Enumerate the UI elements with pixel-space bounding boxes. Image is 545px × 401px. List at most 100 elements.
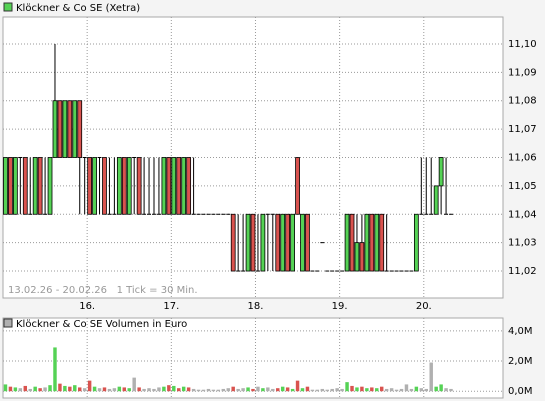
volume-bar — [221, 388, 226, 392]
candle-body — [354, 242, 360, 272]
volume-bar — [53, 347, 57, 392]
candle-body — [181, 157, 187, 215]
volume-bar — [226, 388, 230, 392]
volume-bar — [211, 389, 216, 392]
candle-body — [87, 157, 93, 215]
volume-bar — [300, 388, 305, 392]
volume-bar — [231, 386, 235, 392]
candle-body — [47, 157, 53, 215]
volume-bar — [112, 388, 117, 392]
volume-bar — [92, 386, 97, 392]
volume-bar — [152, 388, 156, 392]
candle-body — [126, 157, 132, 215]
volume-bar — [335, 388, 339, 392]
volume-bar — [117, 386, 122, 392]
volume-bar — [137, 387, 141, 392]
volume-bar — [82, 388, 87, 392]
volume-bar — [216, 389, 221, 392]
volume-bar — [167, 385, 171, 392]
volume-bar — [399, 388, 404, 392]
volume-bar — [256, 386, 260, 392]
candle-body — [32, 157, 38, 215]
volume-bar — [444, 388, 448, 392]
candle-body — [3, 157, 8, 215]
volume-bar — [73, 385, 77, 392]
volume-panel — [2, 317, 504, 399]
volume-bar — [266, 387, 270, 392]
volume-bar — [181, 386, 186, 392]
volume-bar — [196, 389, 201, 392]
volume-bar — [414, 386, 419, 392]
volume-bar — [404, 384, 409, 392]
volume-bar — [172, 385, 176, 392]
volume-bar — [132, 377, 136, 392]
volume-bar — [102, 387, 107, 392]
volume-bar — [394, 389, 399, 392]
candle-body — [250, 213, 256, 272]
volume-bar — [186, 387, 191, 392]
volume-bar — [379, 386, 384, 392]
volume-bar — [370, 387, 374, 392]
volume-bar — [350, 385, 354, 392]
volume-bar — [345, 382, 349, 392]
volume-bar — [429, 362, 433, 392]
volume-bar — [43, 387, 47, 392]
volume-bar — [162, 386, 166, 392]
candle-body — [116, 157, 122, 215]
volume-bar — [439, 384, 443, 392]
candle-body — [359, 242, 365, 272]
volume-bar — [63, 385, 67, 392]
volume-bar — [251, 388, 255, 392]
volume-bar — [127, 388, 131, 392]
volume-bar — [305, 386, 310, 392]
volume-bar — [330, 388, 334, 392]
candle-body — [57, 100, 63, 158]
volume-bar — [355, 387, 359, 392]
volume-bar — [8, 386, 13, 392]
candle-body — [176, 157, 182, 215]
candle-body — [364, 213, 370, 272]
volume-bar — [290, 388, 295, 392]
volume-bar — [276, 388, 280, 392]
volume-bar — [419, 388, 424, 392]
candle-body — [52, 100, 58, 158]
candle-body — [305, 213, 310, 272]
legend-icon — [3, 318, 13, 328]
volume-bar — [58, 383, 62, 392]
candle-body — [186, 157, 192, 215]
volume-bar — [38, 388, 42, 392]
volume-bar — [3, 384, 8, 392]
volume-bar — [142, 388, 146, 392]
volume-bar — [295, 380, 300, 392]
candle-body — [285, 213, 291, 272]
volume-bar — [360, 386, 364, 392]
y-tick-label: 11,10 — [508, 39, 537, 50]
volume-bar — [13, 387, 18, 392]
volume-bar — [147, 388, 151, 392]
volume-bar — [241, 388, 245, 392]
volume-bar — [320, 388, 325, 392]
volume-bar — [97, 388, 102, 392]
candle-body — [102, 157, 107, 215]
candle-body — [72, 100, 78, 158]
y-tick-label: 4,0M — [508, 326, 533, 337]
volume-bar — [33, 386, 37, 392]
chart-title: Klöckner & Co SE (Xetra) — [16, 3, 140, 14]
volume-bar — [191, 388, 196, 392]
candle-body — [230, 213, 236, 272]
candle-body — [92, 157, 97, 215]
volume-bar — [87, 380, 92, 392]
y-tick-label: 11,06 — [508, 153, 537, 164]
candle-body — [344, 213, 350, 272]
volume-bar — [157, 387, 161, 392]
volume-bar — [340, 388, 344, 392]
volume-bar — [261, 388, 265, 392]
y-tick-label: 11,09 — [508, 67, 537, 78]
volume-bar — [285, 387, 290, 392]
y-tick-label: 2,0M — [508, 356, 533, 367]
candle-body — [438, 157, 444, 187]
candle-body — [22, 157, 28, 215]
candle-body — [413, 213, 419, 272]
candle-body — [374, 213, 380, 272]
